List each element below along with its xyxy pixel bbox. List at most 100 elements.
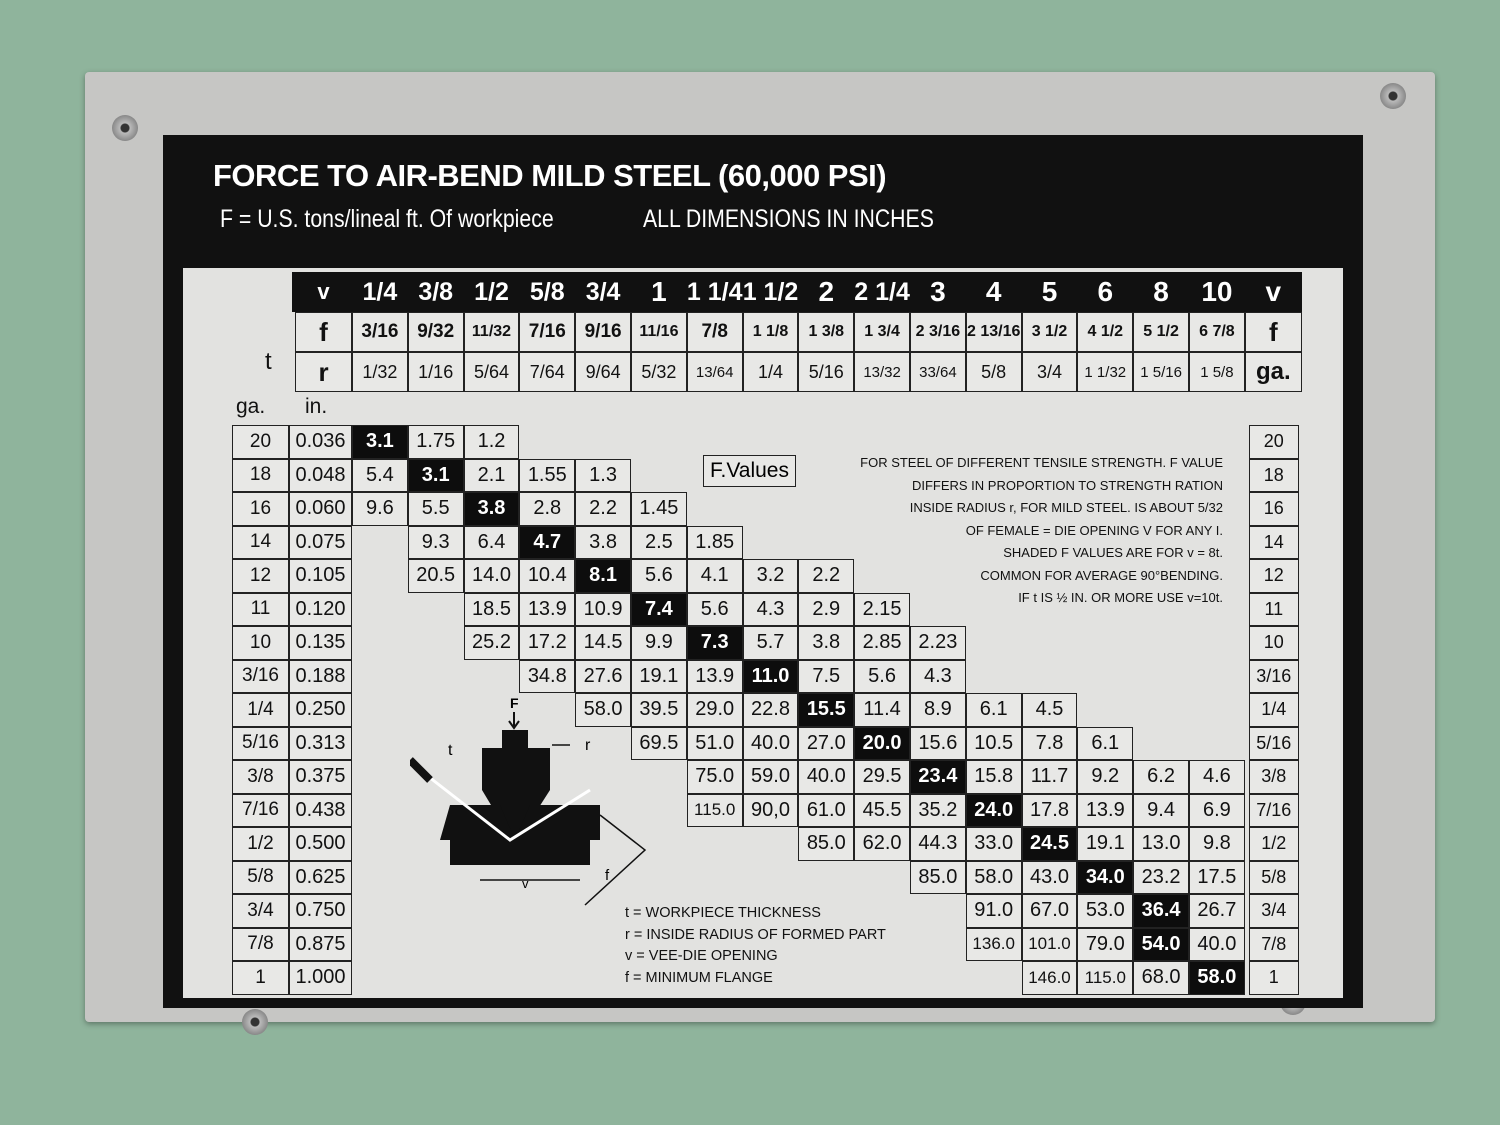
right-row-gauge: 5/8 xyxy=(1248,860,1299,894)
right-row-gauge: 1 xyxy=(1248,961,1299,995)
right-ga-label: ga. xyxy=(1244,352,1302,392)
force-value: 15.8 xyxy=(965,760,1022,794)
right-row-gauge: 20 xyxy=(1248,425,1299,459)
shaded-force-value: 3.8 xyxy=(463,492,520,526)
note-line: FOR STEEL OF DIFFERENT TENSILE STRENGTH.… xyxy=(860,455,1223,470)
r-header-15: 1 5/8 xyxy=(1189,352,1245,392)
row-gauge: 1/4 xyxy=(232,693,289,727)
force-value: 19.1 xyxy=(1077,827,1134,861)
force-value: 27.6 xyxy=(575,659,631,693)
shaded-force-value: 8.1 xyxy=(575,559,631,593)
force-value: 2.23 xyxy=(910,626,966,660)
shaded-force-value: 36.4 xyxy=(1133,894,1189,928)
force-value: 115.0 xyxy=(1077,961,1134,995)
right-row-gauge: 3/16 xyxy=(1248,659,1299,693)
force-value: 6.1 xyxy=(1077,726,1134,760)
f-header-2: 11/32 xyxy=(463,312,520,352)
force-value: 45.5 xyxy=(854,793,910,827)
v-header-3: 5/8 xyxy=(529,277,565,306)
force-value: 19.1 xyxy=(631,659,687,693)
v-header-11: 4 xyxy=(985,276,1002,307)
row-gauge: 7/8 xyxy=(232,927,289,961)
f-label: f xyxy=(295,312,352,352)
r-header-14: 1 5/16 xyxy=(1133,352,1189,392)
punch-top xyxy=(502,730,528,748)
force-value: 17.5 xyxy=(1189,860,1245,894)
v-header-1: 3/8 xyxy=(418,277,454,306)
force-value: 9.8 xyxy=(1189,827,1245,861)
v-header-14: 8 xyxy=(1153,276,1169,307)
dimensions-subtitle: ALL DIMENSIONS IN INCHES xyxy=(643,205,934,233)
shaded-force-value: 24.0 xyxy=(965,793,1022,827)
force-value: 6.4 xyxy=(463,525,520,559)
force-value: 4.5 xyxy=(1021,693,1078,727)
force-value: 2.15 xyxy=(854,592,910,626)
in-label: in. xyxy=(305,395,328,418)
force-value: 85.0 xyxy=(798,827,855,861)
row-thickness-in: 0.750 xyxy=(289,894,352,928)
row-gauge: 3/4 xyxy=(232,894,289,928)
row-gauge: 12 xyxy=(232,559,289,593)
shaded-force-value: 3.1 xyxy=(407,458,464,492)
row-gauge: 7/16 xyxy=(232,793,289,827)
v-header-13: 6 xyxy=(1097,276,1114,307)
f-header-3: 7/16 xyxy=(519,312,576,352)
force-value: 6.1 xyxy=(965,693,1022,727)
shaded-force-value: 24.5 xyxy=(1021,827,1078,861)
force-value: 25.2 xyxy=(463,626,520,660)
force-value: 1.45 xyxy=(631,492,687,526)
right-row-gauge: 16 xyxy=(1248,492,1299,526)
force-value: 35.2 xyxy=(910,793,966,827)
row-thickness-in: 0.875 xyxy=(289,927,352,961)
force-value: 146.0 xyxy=(1021,961,1078,995)
row-thickness-in: 0.120 xyxy=(289,592,352,626)
force-value: 5.7 xyxy=(742,626,799,660)
workpiece-end xyxy=(410,757,433,783)
force-value: 27.0 xyxy=(798,726,855,760)
right-row-gauge: 1/4 xyxy=(1248,693,1299,727)
v-header-12: 5 xyxy=(1041,276,1058,307)
v-header-9: 2 1/4 xyxy=(854,277,910,306)
force-value: 7.8 xyxy=(1021,726,1078,760)
screw-icon xyxy=(242,1009,268,1035)
v-header-2: 1/2 xyxy=(474,277,509,306)
row-gauge: 5/8 xyxy=(232,860,289,894)
row-gauge: 10 xyxy=(232,626,289,660)
force-value: 15.6 xyxy=(910,726,966,760)
note-line: INSIDE RADIUS r, FOR MILD STEEL. IS ABOU… xyxy=(909,500,1223,515)
v-mark: v xyxy=(522,876,529,891)
force-value: 9.2 xyxy=(1077,760,1134,794)
force-value: 11.7 xyxy=(1021,760,1078,794)
row-gauge: 3/16 xyxy=(232,659,289,693)
row-thickness-in: 0.500 xyxy=(289,827,352,861)
right-row-gauge: 10 xyxy=(1248,626,1299,660)
row-gauge: 1/2 xyxy=(232,827,289,861)
legend-line: f = MINIMUM FLANGE xyxy=(625,969,773,986)
f-header-6: 7/8 xyxy=(686,312,743,352)
force-value: 91.0 xyxy=(965,894,1022,928)
force-value: 13.9 xyxy=(686,659,743,693)
force-value: 2.1 xyxy=(463,458,520,492)
right-row-gauge: 18 xyxy=(1248,458,1299,492)
row-gauge: 11 xyxy=(232,592,289,626)
force-value: 22.8 xyxy=(742,693,799,727)
r-header-13: 1 1/32 xyxy=(1077,352,1134,392)
screw-icon xyxy=(112,115,138,141)
force-value: 5.4 xyxy=(352,458,408,492)
v-header-0: 1/4 xyxy=(362,277,398,306)
force-value: 13.9 xyxy=(1077,793,1134,827)
units-subtitle: F = U.S. tons/lineal ft. Of workpiece xyxy=(220,205,554,233)
v-header-8: 2 xyxy=(818,276,835,307)
f-header-14: 5 1/2 xyxy=(1133,312,1189,352)
f-header-8: 1 3/8 xyxy=(798,312,855,352)
f-header-1: 9/32 xyxy=(407,312,464,352)
notes: FOR STEEL OF DIFFERENT TENSILE STRENGTH.… xyxy=(803,452,1223,610)
shaded-force-value: 58.0 xyxy=(1189,961,1245,995)
shaded-force-value: 54.0 xyxy=(1133,927,1189,961)
v-header-10: 3 xyxy=(930,276,946,307)
force-value: 1.3 xyxy=(575,458,631,492)
force-value: 75.0 xyxy=(686,760,743,794)
force-value: 4.6 xyxy=(1189,760,1245,794)
r-mark: r xyxy=(585,737,591,754)
force-value: 69.5 xyxy=(631,726,687,760)
